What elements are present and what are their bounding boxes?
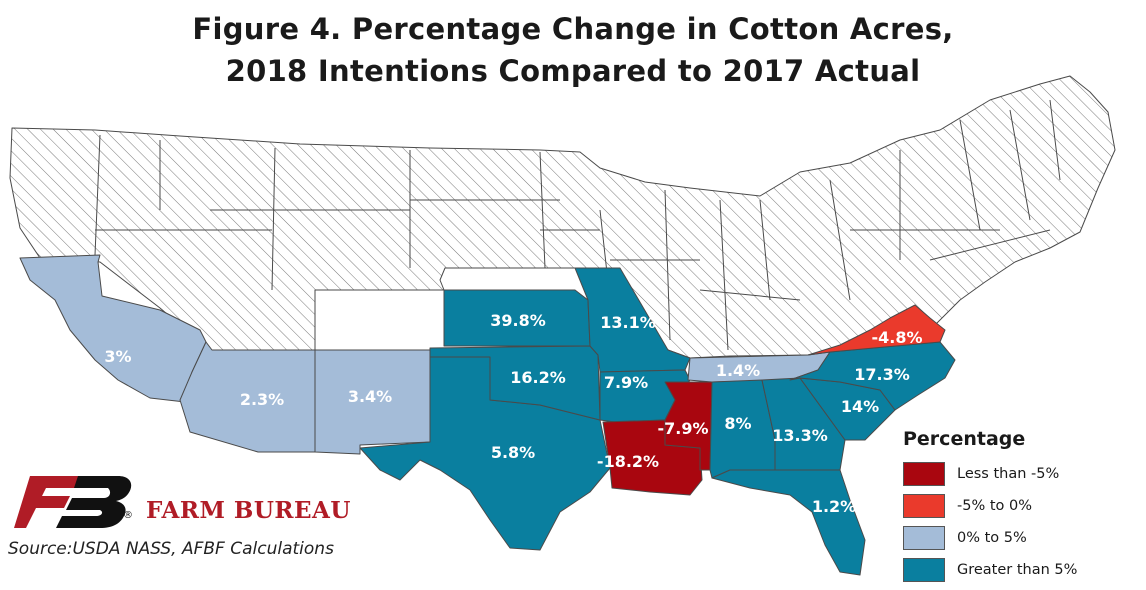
label-north-carolina: 17.3%: [854, 365, 910, 384]
registered-mark: ®: [123, 510, 133, 521]
label-arizona: 2.3%: [240, 390, 284, 409]
legend-title: Percentage: [903, 428, 1026, 450]
label-tennessee: 1.4%: [716, 361, 760, 380]
non-cotton-states: [9, 75, 1116, 359]
label-south-carolina: 14%: [841, 397, 879, 416]
northern-us-region: [9, 75, 1116, 359]
label-missouri: 13.1%: [600, 313, 656, 332]
label-alabama: 8%: [724, 414, 751, 433]
label-oklahoma: 16.2%: [510, 368, 566, 387]
legend-swatch: [903, 493, 945, 518]
map-legend: Percentage Less than -5% -5% to 0% 0% to…: [903, 428, 1143, 590]
legend-label: -5% to 0%: [957, 497, 1033, 514]
label-new-mexico: 3.4%: [348, 387, 392, 406]
map-title-line-2: 2018 Intentions Compared to 2017 Actual: [225, 54, 921, 88]
farm-bureau-brand-name: FARM BUREAU: [146, 497, 351, 524]
state-virginia: [807, 304, 946, 356]
label-arkansas: 7.9%: [604, 373, 648, 392]
hatched-borders: [94, 99, 1061, 351]
label-texas: 5.8%: [491, 443, 535, 462]
label-kansas: 39.8%: [490, 311, 546, 330]
label-mississippi: -7.9%: [657, 419, 708, 438]
legend-item-0-to-5: 0% to 5%: [903, 525, 1143, 550]
label-georgia: 13.3%: [772, 426, 828, 445]
legend-item-minus-5-to-0: -5% to 0%: [903, 493, 1143, 518]
legend-swatch: [903, 461, 945, 486]
legend-label: Less than -5%: [957, 465, 1060, 482]
label-florida: 1.2%: [812, 497, 856, 516]
label-virginia: -4.8%: [871, 328, 922, 347]
map-title-line-1: Figure 4. Percentage Change in Cotton Ac…: [192, 12, 954, 46]
label-louisiana: -18.2%: [597, 452, 659, 471]
state-florida: [711, 469, 866, 576]
legend-label: Greater than 5%: [957, 561, 1078, 578]
label-california: 3%: [104, 347, 131, 366]
farm-bureau-logo-icon: [14, 476, 132, 528]
legend-swatch: [903, 525, 945, 550]
source-citation: Source:USDA NASS, AFBF Calculations: [8, 539, 334, 559]
legend-item-greater-than-5: Greater than 5%: [903, 557, 1143, 582]
legend-item-less-than-minus-5: Less than -5%: [903, 461, 1143, 486]
legend-swatch: [903, 557, 945, 582]
legend-label: 0% to 5%: [957, 529, 1027, 546]
